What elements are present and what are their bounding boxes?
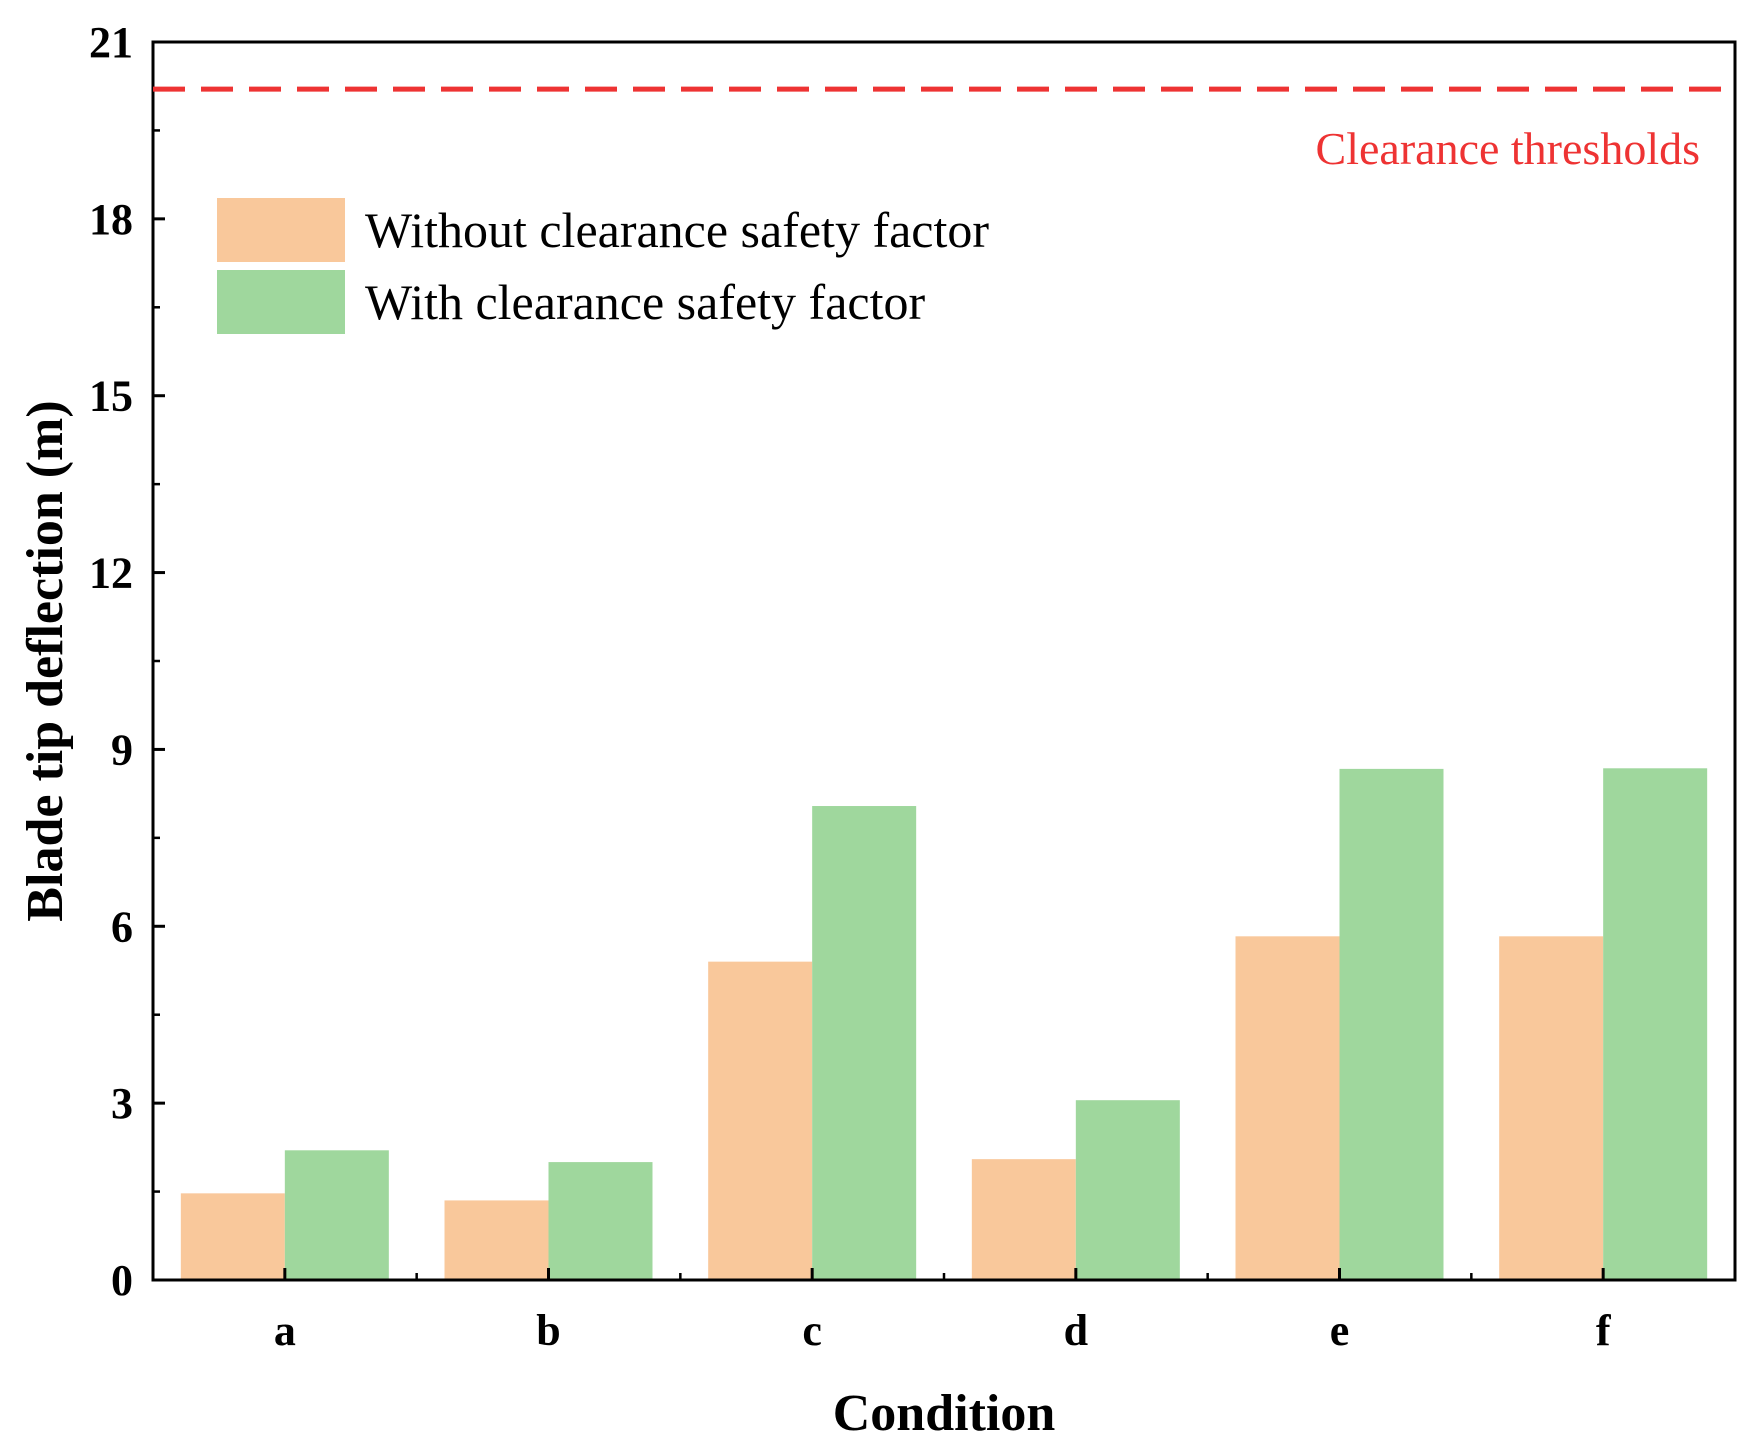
bars-layer	[180, 768, 1708, 1280]
clearance-threshold-label: Clearance thresholds	[1316, 123, 1700, 174]
bar-with-c	[812, 806, 917, 1280]
bar-without-e	[1235, 936, 1340, 1280]
bar-with-e	[1339, 768, 1444, 1280]
x-tick-label-d: d	[1064, 1306, 1088, 1355]
axis-labels: Condition Blade tip deflection (m)	[17, 400, 1055, 1442]
x-tick-label-c: c	[802, 1306, 822, 1355]
y-tick-label-15: 15	[89, 372, 133, 421]
y-tick-label-9: 9	[111, 725, 133, 774]
y-tick-label-0: 0	[111, 1256, 133, 1305]
x-axis-title: Condition	[833, 1385, 1056, 1442]
y-tick-label-3: 3	[111, 1079, 133, 1128]
legend-swatch-without	[217, 198, 345, 262]
bar-without-f	[1499, 936, 1604, 1280]
axes-layer: 0 3 6 9 12 15 18 21 a b c d e f	[89, 18, 1737, 1355]
bar-with-a	[284, 1150, 389, 1280]
x-tick-label-b: b	[536, 1306, 560, 1355]
y-tick-label-6: 6	[111, 902, 133, 951]
bar-with-f	[1603, 768, 1708, 1280]
bar-with-b	[548, 1162, 653, 1280]
y-tick-label-12: 12	[89, 549, 133, 598]
bar-without-a	[180, 1193, 285, 1280]
legend: Without clearance safety factor With clea…	[217, 198, 989, 334]
reference-layer: Clearance thresholds	[153, 86, 1735, 174]
legend-swatch-with	[217, 270, 345, 334]
x-tick-label-e: e	[1330, 1306, 1350, 1355]
y-tick-label-21: 21	[89, 18, 133, 67]
legend-label-with: With clearance safety factor	[365, 274, 925, 330]
x-tick-label-f: f	[1596, 1306, 1612, 1355]
x-tick-label-a: a	[274, 1306, 296, 1355]
bar-without-b	[444, 1200, 549, 1280]
bar-without-d	[971, 1159, 1076, 1280]
bar-with-d	[1075, 1100, 1180, 1280]
legend-label-without: Without clearance safety factor	[365, 202, 989, 258]
y-tick-label-18: 18	[89, 195, 133, 244]
bar-without-c	[708, 961, 813, 1280]
y-axis-title: Blade tip deflection (m)	[17, 400, 74, 921]
